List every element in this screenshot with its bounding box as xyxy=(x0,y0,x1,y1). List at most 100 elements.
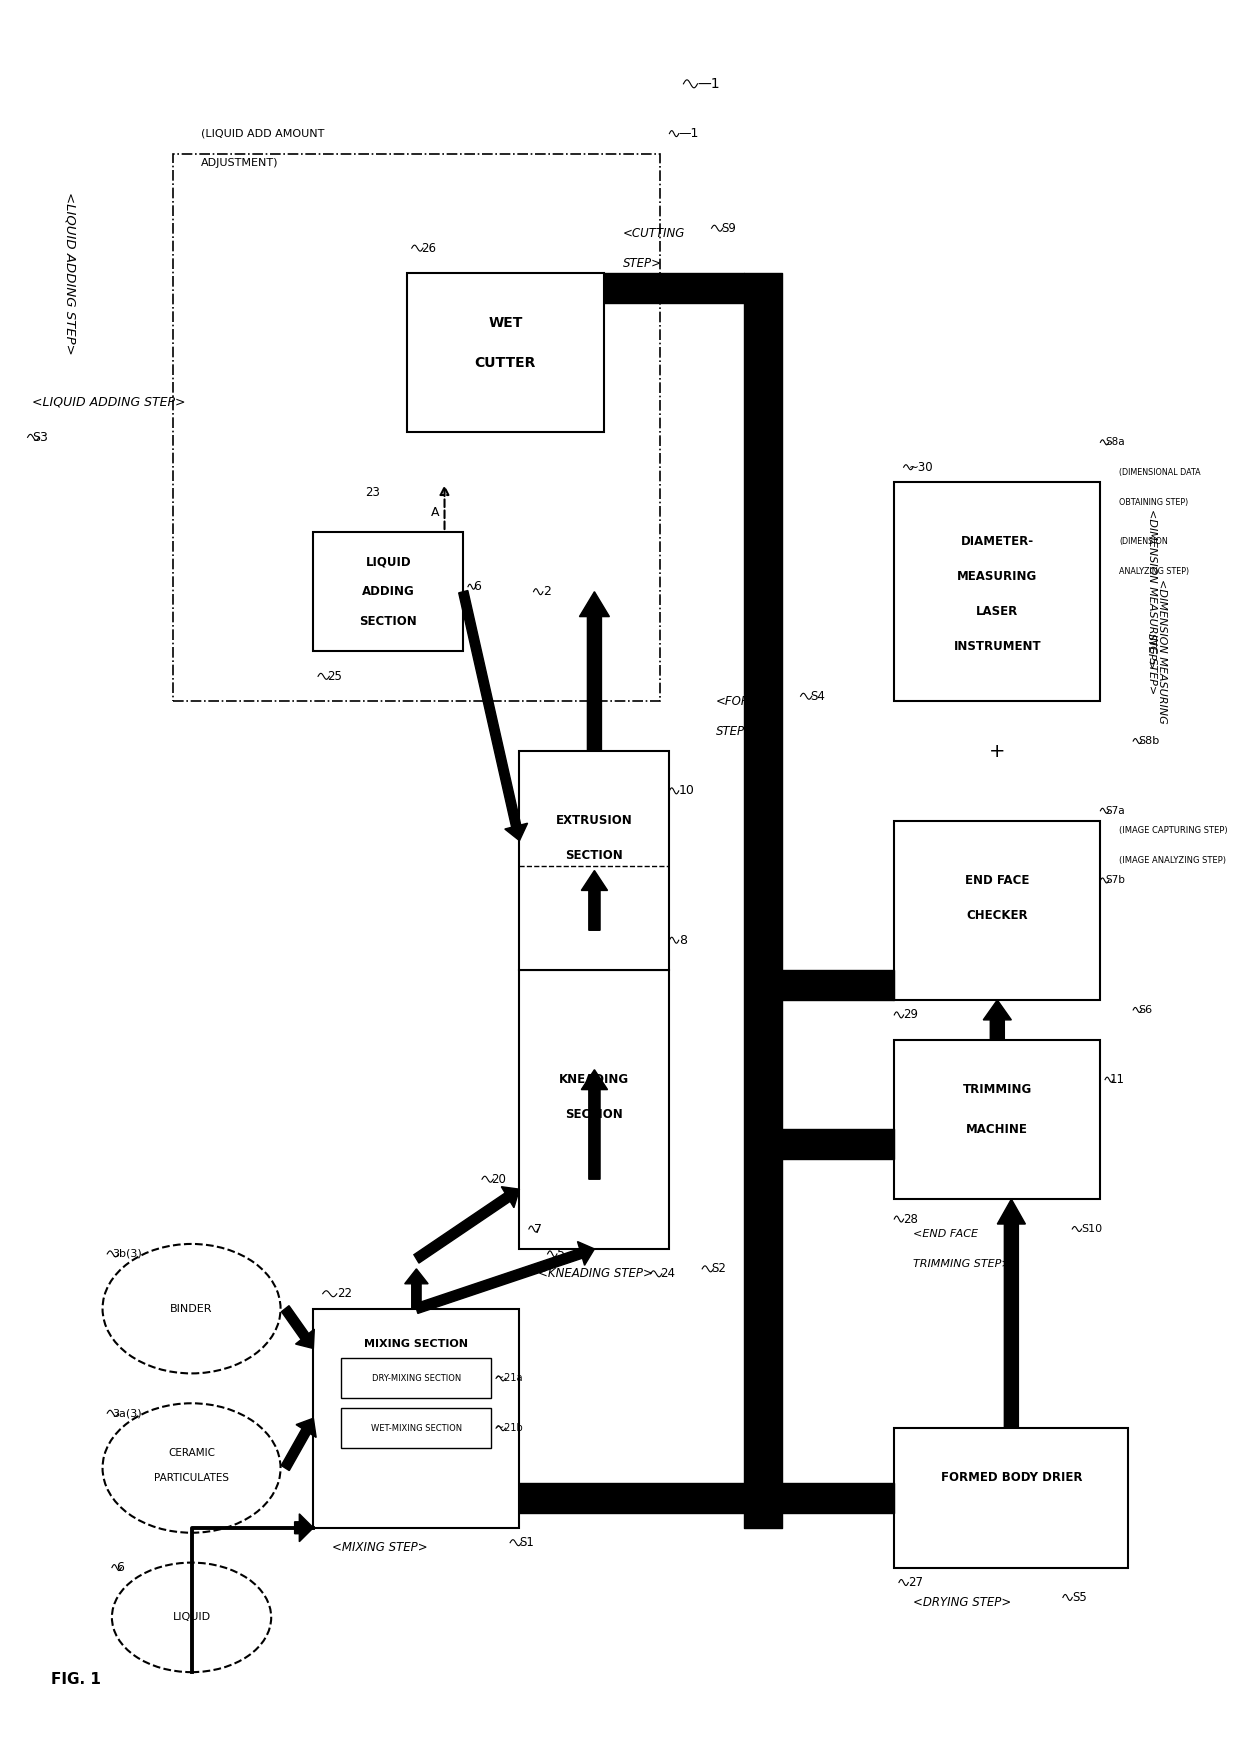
Text: CERAMIC: CERAMIC xyxy=(169,1448,215,1459)
Text: 2: 2 xyxy=(543,585,551,599)
Text: <MIXING STEP>: <MIXING STEP> xyxy=(332,1541,428,1555)
Bar xyxy=(520,751,670,970)
FancyArrow shape xyxy=(414,1187,520,1262)
FancyArrow shape xyxy=(582,870,608,930)
Text: S7b: S7b xyxy=(1105,876,1125,886)
Text: 11: 11 xyxy=(1110,1073,1125,1086)
Text: 26: 26 xyxy=(422,242,436,254)
Text: SECTION: SECTION xyxy=(360,615,417,629)
FancyArrow shape xyxy=(582,1070,608,1178)
Text: S7a: S7a xyxy=(1105,805,1125,816)
Bar xyxy=(341,1408,491,1448)
Text: S6: S6 xyxy=(1138,1005,1152,1016)
Text: PARTICULATES: PARTICULATES xyxy=(154,1473,229,1483)
Text: (DIMENSION: (DIMENSION xyxy=(1120,538,1168,546)
FancyArrow shape xyxy=(415,1241,594,1313)
FancyArrow shape xyxy=(983,1000,1012,1040)
Text: S2: S2 xyxy=(712,1262,727,1275)
Text: ADJUSTMENT): ADJUSTMENT) xyxy=(201,159,279,168)
Text: DRY-MIXING SECTION: DRY-MIXING SECTION xyxy=(372,1375,461,1383)
Text: 29: 29 xyxy=(904,1009,919,1021)
Text: ~21a: ~21a xyxy=(496,1373,522,1383)
Bar xyxy=(894,482,1100,700)
Text: 3b(3): 3b(3) xyxy=(112,1248,141,1259)
Bar xyxy=(341,1359,491,1399)
Text: +: + xyxy=(990,741,1006,760)
Text: A: A xyxy=(430,506,439,518)
Text: 25: 25 xyxy=(327,671,342,683)
Text: ~21b: ~21b xyxy=(496,1424,523,1432)
Text: ~30: ~30 xyxy=(909,461,932,475)
Text: 10: 10 xyxy=(678,784,694,797)
Text: STEP>: STEP> xyxy=(622,257,661,270)
Text: OBTAINING STEP): OBTAINING STEP) xyxy=(1120,497,1188,506)
Text: —1: —1 xyxy=(678,128,699,140)
Text: <LIQUID ADDING STEP>: <LIQUID ADDING STEP> xyxy=(32,396,186,410)
Text: S9: S9 xyxy=(720,222,735,235)
FancyArrow shape xyxy=(459,590,527,840)
Text: 22: 22 xyxy=(337,1287,352,1301)
Text: 5: 5 xyxy=(557,1247,565,1261)
Text: LIQUID: LIQUID xyxy=(172,1613,211,1623)
FancyArrow shape xyxy=(281,1418,316,1471)
Bar xyxy=(407,273,604,432)
Text: WET: WET xyxy=(489,315,522,329)
Text: SECTION: SECTION xyxy=(565,849,624,861)
Text: <END FACE: <END FACE xyxy=(913,1229,978,1240)
Text: S8a: S8a xyxy=(1105,438,1125,447)
Text: (IMAGE ANALYZING STEP): (IMAGE ANALYZING STEP) xyxy=(1120,856,1226,865)
Text: <KNEADING STEP>: <KNEADING STEP> xyxy=(538,1268,653,1280)
Text: 8: 8 xyxy=(678,933,687,947)
Text: LIQUID: LIQUID xyxy=(366,555,412,569)
Text: <DIMENSION MEASURING STEP>: <DIMENSION MEASURING STEP> xyxy=(1147,510,1157,695)
Text: STEP>: STEP> xyxy=(717,725,755,737)
Bar xyxy=(314,1308,520,1529)
Text: 6: 6 xyxy=(117,1562,124,1574)
Text: FORMED BODY DRIER: FORMED BODY DRIER xyxy=(941,1471,1083,1485)
Ellipse shape xyxy=(112,1562,272,1672)
Text: 20: 20 xyxy=(491,1173,506,1185)
Text: S4: S4 xyxy=(810,690,825,702)
FancyArrow shape xyxy=(579,592,609,751)
Text: <CUTTING: <CUTTING xyxy=(622,226,684,240)
Text: EXTRUSION: EXTRUSION xyxy=(556,814,632,826)
Text: (LIQUID ADD AMOUNT: (LIQUID ADD AMOUNT xyxy=(201,128,325,138)
Text: —1: —1 xyxy=(697,77,720,91)
Text: 23: 23 xyxy=(365,485,379,499)
Text: ADDING: ADDING xyxy=(362,585,414,599)
Text: 24: 24 xyxy=(660,1268,675,1280)
Text: CHECKER: CHECKER xyxy=(966,909,1028,921)
Text: CUTTER: CUTTER xyxy=(475,355,536,369)
Text: <FORMING: <FORMING xyxy=(717,695,781,707)
Text: MIXING SECTION: MIXING SECTION xyxy=(365,1338,469,1348)
Text: S10: S10 xyxy=(1081,1224,1102,1234)
Text: (IMAGE CAPTURING STEP): (IMAGE CAPTURING STEP) xyxy=(1120,826,1228,835)
Text: 6: 6 xyxy=(472,580,481,594)
Text: S5: S5 xyxy=(1073,1592,1087,1604)
Text: TRIMMING STEP>: TRIMMING STEP> xyxy=(913,1259,1011,1269)
Text: BINDER: BINDER xyxy=(170,1304,213,1313)
Bar xyxy=(314,532,464,651)
Text: INSTRUMENT: INSTRUMENT xyxy=(954,639,1042,653)
Text: SECTION: SECTION xyxy=(565,1108,624,1121)
Text: (DIMENSIONAL DATA: (DIMENSIONAL DATA xyxy=(1120,468,1200,476)
Text: MEASURING: MEASURING xyxy=(957,571,1038,583)
Text: FIG. 1: FIG. 1 xyxy=(51,1672,100,1686)
Text: MACHINE: MACHINE xyxy=(966,1122,1028,1136)
Bar xyxy=(520,970,670,1248)
Bar xyxy=(172,154,660,700)
Text: END FACE: END FACE xyxy=(965,874,1029,888)
Bar xyxy=(894,1429,1128,1567)
Text: 3a(3): 3a(3) xyxy=(112,1408,141,1418)
Text: 7: 7 xyxy=(533,1222,542,1236)
Text: S3: S3 xyxy=(32,431,48,443)
Text: 27: 27 xyxy=(909,1576,924,1588)
Text: KNEADING: KNEADING xyxy=(559,1073,630,1086)
Text: LASER: LASER xyxy=(976,606,1018,618)
Text: WET-MIXING SECTION: WET-MIXING SECTION xyxy=(371,1424,463,1432)
Text: ANALYZING STEP): ANALYZING STEP) xyxy=(1120,567,1189,576)
Ellipse shape xyxy=(103,1243,280,1373)
Text: S1: S1 xyxy=(520,1536,534,1550)
FancyArrow shape xyxy=(404,1269,428,1308)
Text: TRIMMING: TRIMMING xyxy=(962,1084,1032,1096)
